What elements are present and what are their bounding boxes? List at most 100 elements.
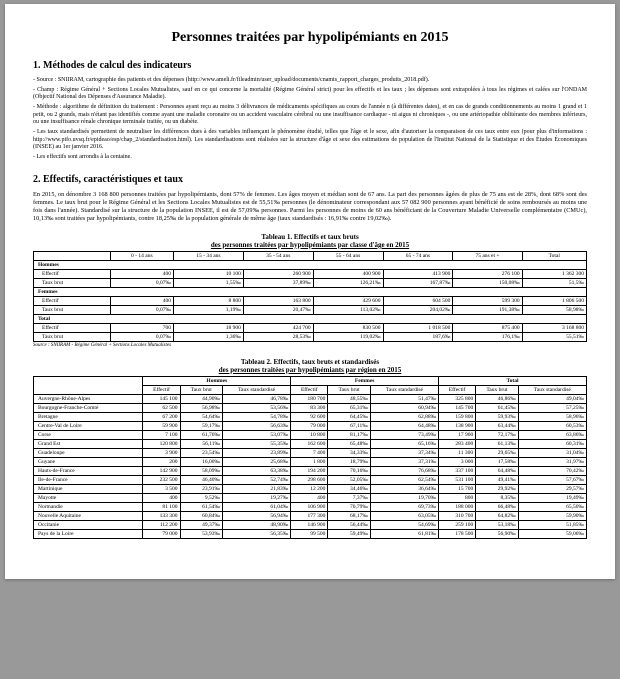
table2-cell: 48,55‰: [328, 394, 370, 403]
table2-cell: 29,65‰: [476, 448, 518, 457]
table2-region: Guyane: [34, 457, 143, 466]
table2-region: Centre-Val de Loire: [34, 421, 143, 430]
table2-cell: 64,45‰: [328, 412, 370, 421]
table2-cell: 61,81‰: [370, 529, 438, 538]
table1-cell: 260 900: [243, 269, 313, 278]
table1-row-label: Effectif: [34, 296, 111, 305]
table2-cell: 138 900: [439, 421, 476, 430]
table2-cell: 159 800: [439, 412, 476, 421]
table2-cell: 180 700: [291, 394, 328, 403]
table2-cell: 200: [143, 457, 180, 466]
table2-cell: 81,17‰: [328, 430, 370, 439]
sec1-p3: - Méthode : algorithme de définition du …: [33, 104, 587, 127]
table1-cell: 424 700: [243, 323, 313, 332]
table2-cell: 337 100: [439, 466, 476, 475]
table2-cell: 59,06‰: [518, 529, 586, 538]
table2-cell: 10 800: [291, 430, 328, 439]
table2-cell: 53,07‰: [222, 430, 290, 439]
table2-cell: 800: [439, 493, 476, 502]
table1-col-header: Total: [522, 251, 586, 260]
table2-cell: 99 500: [291, 529, 328, 538]
table2-cell: 31,97‰: [518, 457, 586, 466]
section-1-heading: 1. Méthodes de calcul des indicateurs: [33, 60, 587, 71]
table2-cell: 61,45‰: [476, 403, 518, 412]
table2-region: Grand Est: [34, 439, 143, 448]
table2-region: Corse: [34, 430, 143, 439]
table1-cell: 830 500: [313, 323, 383, 332]
table2-cell: 58,09‰: [180, 466, 222, 475]
table2-cell: 29,57‰: [518, 484, 586, 493]
table2-cell: 8,35‰: [476, 493, 518, 502]
table1-group: Femmes: [34, 287, 587, 296]
table2-cell: 162 600: [291, 439, 328, 448]
table2-cell: 51,47‰: [370, 394, 438, 403]
table2-cell: 46,86‰: [476, 394, 518, 403]
table2-title: Tableau 2. Effectifs, taux bruts et stan…: [33, 358, 587, 366]
table1-cell: 126,21‰: [313, 278, 383, 287]
table1-group: Hommes: [34, 260, 587, 269]
table2-cell: 3 900: [143, 448, 180, 457]
table2-cell: 11 300: [439, 448, 476, 457]
table2-cell: 68,17‰: [328, 511, 370, 520]
table2-region: Bretagne: [34, 412, 143, 421]
table2-cell: 56,44‰: [328, 520, 370, 529]
table1-col-header: 15 - 34 ans: [173, 251, 243, 260]
table2-cell: 12 200: [291, 484, 328, 493]
page-title: Personnes traitées par hypolipémiants en…: [33, 30, 587, 46]
table1-row-label: Taux brut: [34, 332, 111, 341]
table1-cell: 875 400: [453, 323, 522, 332]
table2-cell: 63,38‰: [222, 466, 290, 475]
table1-cell: 18 900: [173, 323, 243, 332]
table2-cell: 298 600: [291, 475, 328, 484]
table1-cell: 1,19‰: [173, 305, 243, 314]
table2-col-header: Taux brut: [328, 385, 370, 394]
table2-cell: 49,41‰: [476, 475, 518, 484]
table1-cell: 187,6‰: [383, 332, 453, 341]
table1-cell: 163 800: [243, 296, 313, 305]
table2-cell: 7 100: [143, 430, 180, 439]
table2-cell: 15 700: [439, 484, 476, 493]
sec1-p2: - Champ : Régime Général + Sections Loca…: [33, 87, 587, 102]
table1-cell: 20,47‰: [243, 305, 313, 314]
table1-cell: 276 100: [453, 269, 522, 278]
table1-cell: 51,5‰: [522, 278, 586, 287]
table1-source: Source : SNIIRAM - Régime Général + Sect…: [33, 343, 587, 348]
table2-col-header: Effectif: [439, 385, 476, 394]
table2-cell: 188 000: [439, 502, 476, 511]
table2-cell: 531 100: [439, 475, 476, 484]
table2-cell: 56,63‰: [222, 421, 290, 430]
table2-cell: 60,53‰: [518, 421, 586, 430]
table2-col-header: Effectif: [143, 385, 180, 394]
table1-cell: 28,53‰: [243, 332, 313, 341]
table1-cell: 37,89‰: [243, 278, 313, 287]
table2-cell: 133 300: [143, 511, 180, 520]
table2-cell: 19,70‰: [370, 493, 438, 502]
table2-cell: 49,04‰: [518, 394, 586, 403]
table2-region: Ile-de-France: [34, 475, 143, 484]
table2-cell: 63,05‰: [370, 511, 438, 520]
table2-cell: 9,52‰: [180, 493, 222, 502]
table2-cell: 21,83‰: [222, 484, 290, 493]
table2-cell: 3 000: [439, 457, 476, 466]
table2-col-header: Taux standardisé: [370, 385, 438, 394]
table2-cell: 177 300: [291, 511, 328, 520]
table2-col-header: Taux brut: [476, 385, 518, 394]
table1-cell: 1 362 300: [522, 269, 586, 278]
table2-cell: 70,79‰: [328, 502, 370, 511]
table2-region: Mayotte: [34, 493, 143, 502]
table2-cell: 29,92‰: [476, 484, 518, 493]
table2-cell: 59,17‰: [180, 421, 222, 430]
table1-col-header: 55 - 64 ans: [313, 251, 383, 260]
table1-cell: 400 900: [313, 269, 383, 278]
table2-cell: 65,31‰: [328, 403, 370, 412]
table1-cell: 0,07‰: [110, 305, 173, 314]
table2-cell: 57,25‰: [518, 403, 586, 412]
table2-cell: 7,37‰: [328, 493, 370, 502]
table1-cell: 191,38‰: [453, 305, 522, 314]
table2-cell: 106 900: [291, 502, 328, 511]
table1-cell: 1 806 500: [522, 296, 586, 305]
table2-cell: 63,44‰: [476, 421, 518, 430]
table2-group-header: Hommes: [143, 376, 291, 385]
table2-cell: 34,33‰: [328, 448, 370, 457]
table2-region: Nouvelle Aquitaine: [34, 511, 143, 520]
